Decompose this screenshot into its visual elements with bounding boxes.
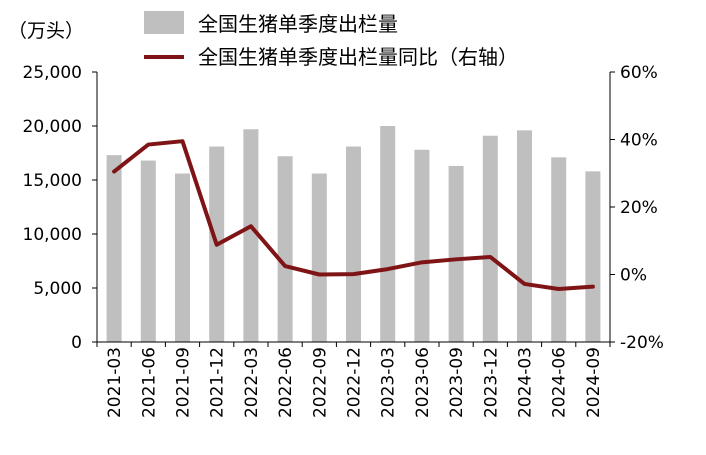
- x-tick-label: 2023-12: [481, 347, 501, 418]
- bar-2023-06: [414, 149, 430, 342]
- left-tick-label: 25,000: [23, 63, 82, 83]
- right-tick-label: 20%: [620, 198, 658, 218]
- bar-2021-09: [175, 173, 190, 342]
- bar-2022-09: [311, 173, 327, 342]
- x-tick-label: 2023-03: [379, 347, 399, 418]
- x-tick-label: 2024-06: [550, 347, 570, 418]
- legend-line-label: 全国生猪单季度出栏量同比（右轴）: [198, 45, 518, 69]
- x-tick-label: 2022-03: [242, 347, 262, 418]
- left-tick-label: 0: [71, 333, 82, 353]
- bar-2024-09: [585, 171, 601, 342]
- bar-2024-06: [551, 157, 567, 342]
- x-tick-label: 2021-09: [174, 347, 194, 418]
- right-tick-label: 60%: [620, 63, 658, 83]
- bar-2021-03: [106, 155, 122, 342]
- x-tick-label: 2022-09: [310, 347, 330, 418]
- legend-bar-swatch: [144, 11, 184, 34]
- x-tick-label: 2023-09: [447, 347, 467, 418]
- bar-2022-03: [243, 129, 259, 342]
- left-tick-label: 15,000: [23, 171, 82, 191]
- x-tick-label: 2023-06: [413, 347, 433, 418]
- x-tick-label: 2024-03: [516, 347, 536, 418]
- x-tick-label: 2022-06: [276, 347, 296, 418]
- bar-2022-12: [346, 146, 361, 342]
- x-tick-label: 2022-12: [345, 347, 365, 418]
- x-tick-label: 2021-03: [105, 347, 125, 418]
- bar-2023-03: [380, 126, 396, 342]
- x-tick-label: 2021-12: [208, 347, 228, 418]
- legend: 全国生猪单季度出栏量 全国生猪单季度出栏量同比（右轴）: [144, 11, 518, 69]
- plot-area: 0 5,000 10,000 15,000 20,000 25,000 -20% 0% 20% 4…: [23, 63, 664, 418]
- x-tick-label: 2024-09: [584, 347, 604, 418]
- bar-2023-09: [448, 165, 464, 342]
- right-tick-label: 40%: [620, 131, 658, 151]
- right-tick-label: 0%: [620, 266, 647, 286]
- left-tick-label: 10,000: [23, 225, 82, 245]
- bar-2023-12: [482, 135, 498, 342]
- right-tick-label: -20%: [620, 333, 664, 353]
- left-axis-unit-label: （万头）: [8, 20, 84, 42]
- left-tick-label: 5,000: [33, 279, 82, 299]
- left-tick-label: 20,000: [23, 117, 82, 137]
- legend-bar-label: 全国生猪单季度出栏量: [198, 12, 398, 36]
- bar-2022-06: [277, 156, 293, 342]
- bar-2024-03: [517, 130, 532, 342]
- bar-2021-06: [140, 160, 156, 342]
- x-tick-label: 2021-06: [139, 347, 159, 418]
